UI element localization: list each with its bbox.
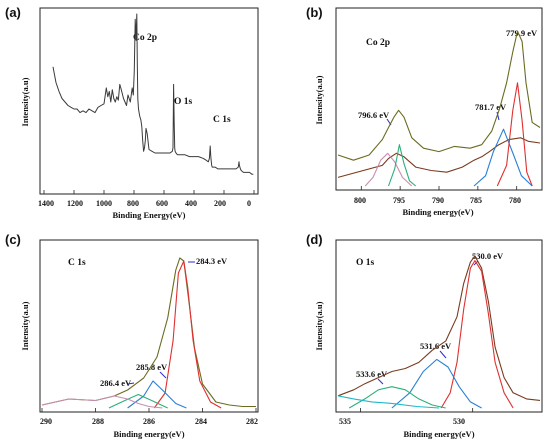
panel-b-xtick-800: 800 [354, 196, 366, 205]
panel-c-xtick-286: 286 [143, 417, 155, 426]
panel-d-xtick-535: 535 [339, 417, 351, 426]
panel-b-series-line-2 [387, 144, 417, 187]
panel-d-series-line-0 [337, 255, 541, 401]
panel-a-ylabel: Intensity(a.u) [20, 77, 30, 126]
panel-a-plot [43, 13, 255, 194]
panel-d-title: O 1s [356, 258, 375, 268]
panel-c-xtick-288: 288 [92, 417, 104, 426]
panel-d-annotation-530: 530.0 eV [472, 251, 504, 261]
panel-a-xtick-600: 600 [156, 199, 168, 208]
panel-c-series-line-1 [153, 260, 222, 409]
panel-c-xlabel: Binding energy(eV) [113, 429, 184, 439]
panel-a-xlabel: Binding Energy(eV) [113, 210, 186, 220]
panel-c-xtick-282: 282 [246, 417, 258, 426]
panel-d-series-line-4 [337, 395, 440, 409]
panel-d-series-line-1 [440, 260, 514, 409]
panel-b-xtick-795: 795 [393, 196, 405, 205]
panel-c-xtick-284: 284 [195, 417, 207, 426]
panel-c-annotation-286-arrow [127, 382, 135, 385]
panel-c-annotation-286: 286.4 eV [100, 378, 132, 388]
panel-b-ylabel: Intensity(a.u) [314, 75, 324, 124]
panel-b-ticks: 800 795 790 785 780 [354, 196, 521, 205]
panel-b-letter: (b) [306, 5, 323, 20]
panel-c-series-line-3 [108, 393, 168, 409]
panel-a-xtick-800: 800 [127, 199, 139, 208]
panel-b: (b) Intensity(a.u) Binding energy(eV) Co… [306, 5, 543, 217]
panel-d-annotation-533-arrow [377, 378, 384, 385]
panel-a-xtick-200: 200 [214, 199, 226, 208]
panel-c-annotation-285: 285.8 eV [136, 362, 168, 372]
panel-c-series-line-4 [41, 395, 163, 409]
panel-b-annotation-781-arrow [496, 111, 500, 121]
panel-c-title: C 1s [68, 258, 86, 268]
panel-b-xtick-780: 780 [509, 196, 521, 205]
panel-d-xtick-530: 530 [453, 417, 465, 426]
panel-b-annotation-781: 781.7 eV [475, 102, 507, 112]
panel-c-annotation-284: 284.3 eV [196, 256, 228, 266]
panel-d-letter: (d) [306, 232, 323, 247]
panel-a-xtick-1000: 1000 [96, 199, 112, 208]
panel-a-xtick-0: 0 [247, 199, 251, 208]
panel-b-series-line-3 [473, 128, 533, 187]
panel-b-xlabel: Binding energy(eV) [402, 207, 473, 217]
panel-d-ylabel: Intensity(a.u) [314, 301, 324, 350]
panel-b-title: Co 2p [366, 38, 390, 48]
panel-c-series-line-0 [41, 257, 256, 408]
panel-a-xtick-400: 400 [185, 199, 197, 208]
panel-d-plot [337, 255, 541, 412]
panel-c-letter: (c) [5, 232, 21, 247]
panel-a: (a) Intensity(a.u) Binding Energy(eV) 14… [5, 5, 259, 220]
panel-c-ylabel: Intensity(a.u) [20, 301, 30, 350]
panel-c-annotation-285-arrow [159, 371, 167, 379]
panel-c: (c) Intensity(a.u) Binding energy(eV) C … [5, 232, 259, 439]
panel-b-series-line-4 [496, 82, 533, 187]
panel-c-series-line-2 [127, 380, 187, 409]
panel-b-xtick-785: 785 [470, 196, 482, 205]
panel-a-annotation-o1s: O 1s [174, 97, 193, 107]
panel-a-letter: (a) [5, 5, 21, 20]
panel-a-series-line-0 [52, 13, 254, 175]
panel-b-annotation-779: 779.9 eV [506, 28, 538, 38]
panel-a-xtick-1400: 1400 [38, 199, 54, 208]
panel-d-axes-frame [335, 239, 543, 413]
panel-d-xlabel: Binding energy(eV) [403, 429, 474, 439]
panel-d-annotation-533: 533.6 eV [356, 369, 388, 379]
panel-b-annotation-796: 796.6 eV [358, 110, 390, 120]
panel-b-series-line-1 [364, 152, 413, 187]
panel-d-annotation-531-arrow [439, 350, 447, 359]
panel-d-series-line-2 [391, 358, 482, 409]
panel-a-annotation-co2p: Co 2p [133, 33, 157, 43]
panel-c-ticks: 290 288 286 284 282 [40, 417, 258, 426]
panel-a-xtick-1200: 1200 [67, 199, 83, 208]
panel-d-ticks: 535 530 [339, 417, 465, 426]
panel-b-plot [337, 30, 541, 190]
panel-b-xtick-790: 790 [432, 196, 444, 205]
panel-b-series-line-5 [337, 30, 541, 161]
panel-a-axes-frame [39, 7, 259, 195]
panel-c-xtick-290: 290 [40, 417, 52, 426]
panel-b-series-line-0 [337, 137, 541, 178]
panel-a-annotation-c1s: C 1s [213, 115, 231, 125]
panel-c-plot [41, 257, 257, 412]
panel-d: (d) Intensity(a.u) Binding energy(eV) O … [306, 232, 543, 439]
panel-d-series-line-3 [348, 386, 446, 409]
panel-d-annotation-531: 531.6 eV [420, 341, 452, 351]
panel-a-ticks: 1400 1200 1000 800 600 400 200 0 [38, 199, 251, 208]
